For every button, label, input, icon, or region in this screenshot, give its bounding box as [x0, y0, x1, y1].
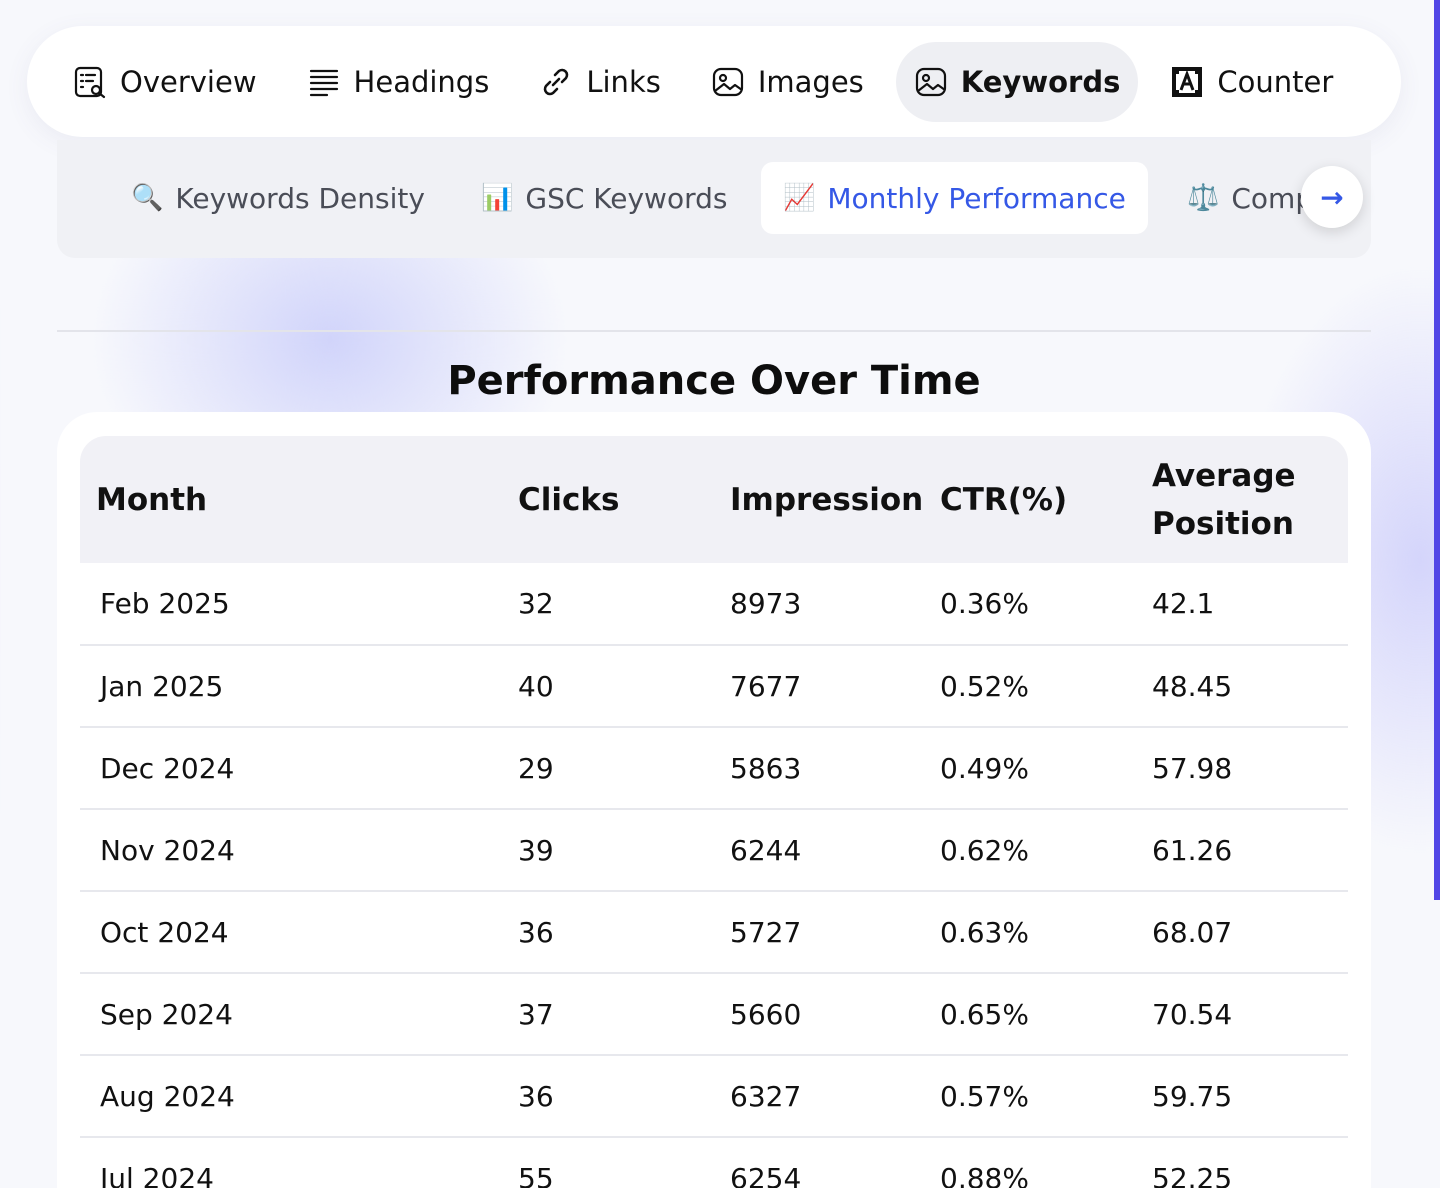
nav-headings-label: Headings: [353, 64, 490, 99]
divider: [57, 330, 1371, 332]
nav-keywords-label: Keywords: [960, 64, 1121, 99]
subtab-keywords-density-label: Keywords Density: [175, 181, 425, 215]
header-month: Month: [80, 436, 518, 563]
cell-ctr: 0.63%: [940, 915, 1029, 949]
bar-chart-icon: 📊: [481, 183, 514, 213]
cell-ctr: 0.36%: [940, 587, 1029, 620]
cell-clicks: 37: [518, 997, 554, 1031]
cell-impression: 6254: [730, 1161, 802, 1188]
header-clicks: Clicks: [518, 436, 730, 563]
cell-impression: 6244: [730, 833, 802, 867]
cell-ctr: 0.49%: [940, 751, 1029, 785]
cell-average-position: 57.98: [1152, 751, 1233, 785]
nav-counter[interactable]: Counter: [1152, 42, 1351, 122]
cell-ctr: 0.57%: [940, 1079, 1029, 1113]
scroll-right-button[interactable]: →: [1301, 166, 1363, 228]
cell-ctr: 0.65%: [940, 997, 1029, 1031]
cell-clicks: 40: [518, 669, 554, 703]
subtab-monthly-performance[interactable]: 📈 Monthly Performance: [761, 162, 1148, 234]
nav-links-label: Links: [586, 64, 661, 99]
headings-icon: [307, 65, 341, 99]
header-ctr: CTR(%): [940, 436, 1152, 563]
header-average-position: Average Position: [1152, 436, 1348, 563]
performance-table: Month Clicks Impression CTR(%) Average P…: [80, 436, 1348, 1188]
nav-overview-label: Overview: [120, 64, 257, 99]
nav-images[interactable]: Images: [693, 42, 882, 122]
arrow-right-icon: →: [1320, 180, 1344, 214]
magnifier-icon: 🔍: [131, 183, 164, 213]
nav-keywords[interactable]: Keywords: [895, 41, 1139, 122]
image-icon: [711, 65, 745, 99]
counter-icon: [1170, 65, 1204, 99]
subtab-gsc-keywords-label: GSC Keywords: [525, 181, 728, 215]
table-row: Sep 2024 37 5660 0.65% 70.54: [80, 973, 1348, 1055]
cell-clicks: 39: [518, 833, 554, 867]
table-row: Nov 2024 39 6244 0.62% 61.26: [80, 809, 1348, 891]
cell-impression: 8973: [730, 587, 802, 620]
cell-impression: 6327: [730, 1079, 802, 1113]
sub-tabs: 🔍 Keywords Density 📊 GSC Keywords 📈 Mont…: [57, 140, 1371, 258]
cell-average-position: 48.45: [1152, 669, 1233, 703]
cell-average-position: 61.26: [1152, 833, 1233, 867]
cell-month: Nov 2024: [100, 833, 235, 867]
cell-clicks: 36: [518, 915, 554, 949]
cell-impression: 7677: [730, 669, 802, 703]
cell-month: Aug 2024: [100, 1079, 235, 1113]
overview-icon: [73, 65, 107, 99]
link-icon: [539, 65, 573, 99]
nav-links[interactable]: Links: [521, 42, 679, 122]
cell-clicks: 36: [518, 1079, 554, 1113]
nav-counter-label: Counter: [1217, 64, 1334, 99]
top-nav: Overview Headings Links: [27, 26, 1401, 137]
table-row: Oct 2024 36 5727 0.63% 68.07: [80, 891, 1348, 973]
header-impression: Impression: [730, 436, 940, 563]
table-row: Feb 2025 32 8973 0.36% 42.1: [80, 563, 1348, 645]
table-row: Jan 2025 40 7677 0.52% 48.45: [80, 645, 1348, 727]
cell-clicks: 29: [518, 751, 554, 785]
subtab-compare[interactable]: ⚖️ Comp: [1165, 162, 1335, 234]
cell-average-position: 70.54: [1152, 997, 1233, 1031]
cell-month: Sep 2024: [100, 997, 233, 1031]
subtab-compare-label: Comp: [1231, 181, 1314, 215]
subtab-monthly-performance-label: Monthly Performance: [827, 181, 1126, 215]
cell-average-position: 59.75: [1152, 1079, 1233, 1113]
scale-icon: ⚖️: [1187, 183, 1220, 213]
nav-images-label: Images: [757, 64, 864, 99]
cell-average-position: 68.07: [1152, 915, 1233, 949]
nav-headings[interactable]: Headings: [289, 42, 508, 122]
cell-clicks: 55: [518, 1161, 554, 1188]
nav-overview[interactable]: Overview: [55, 42, 275, 122]
cell-month: Jul 2024: [100, 1161, 214, 1188]
cell-month: Jan 2025: [100, 669, 224, 703]
cell-average-position: 42.1: [1152, 587, 1215, 620]
table-row: Jul 2024 55 6254 0.88% 52.25: [80, 1137, 1348, 1188]
cell-average-position: 52.25: [1152, 1161, 1233, 1188]
cell-month: Oct 2024: [100, 915, 229, 949]
table-row: Aug 2024 36 6327 0.57% 59.75: [80, 1055, 1348, 1137]
cell-impression: 5727: [730, 915, 802, 949]
table-header-row: Month Clicks Impression CTR(%) Average P…: [80, 436, 1348, 563]
trend-chart-icon: 📈: [783, 183, 816, 213]
subtab-gsc-keywords[interactable]: 📊 GSC Keywords: [459, 162, 749, 234]
cell-clicks: 32: [518, 587, 554, 620]
cell-ctr: 0.52%: [940, 669, 1029, 703]
section-title: Performance Over Time: [447, 358, 981, 404]
cell-month: Feb 2025: [100, 587, 230, 620]
page-scrollbar[interactable]: [1434, 0, 1440, 900]
keywords-icon: [914, 65, 948, 99]
table-row: Dec 2024 29 5863 0.49% 57.98: [80, 727, 1348, 809]
cell-impression: 5863: [730, 751, 802, 785]
subtab-keywords-density[interactable]: 🔍 Keywords Density: [109, 162, 447, 234]
cell-impression: 5660: [730, 997, 802, 1031]
cell-ctr: 0.62%: [940, 833, 1029, 867]
cell-ctr: 0.88%: [940, 1161, 1029, 1188]
cell-month: Dec 2024: [100, 751, 235, 785]
